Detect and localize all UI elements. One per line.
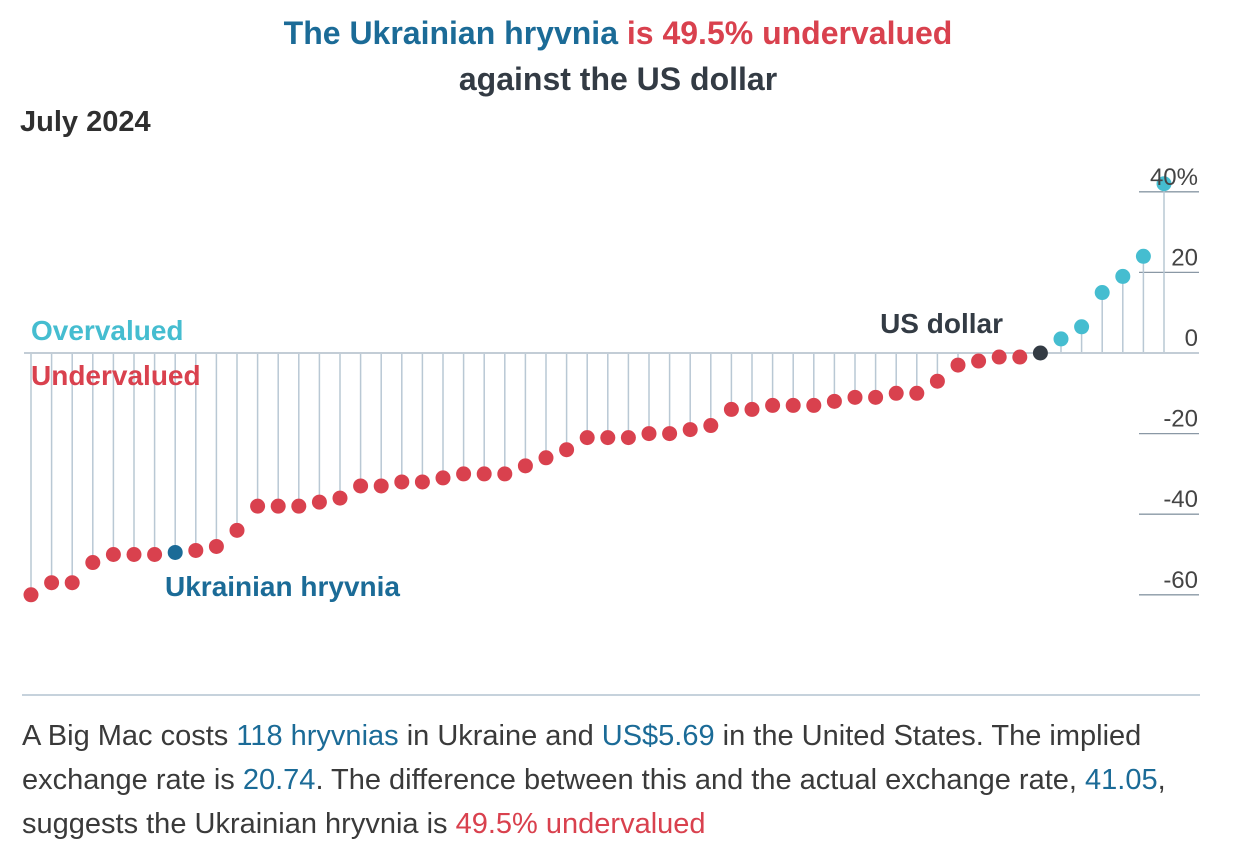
data-point: [538, 450, 554, 466]
data-point: [1115, 268, 1131, 284]
data-point: [64, 575, 80, 591]
data-point: [929, 373, 945, 389]
data-point: [950, 357, 966, 373]
data-point: [332, 490, 348, 506]
caption-valuation: 49.5% undervalued: [455, 808, 706, 840]
caption-local-price: 118 hryvnias: [236, 720, 399, 752]
overvalued-label: Overvalued: [31, 315, 184, 346]
data-point: [476, 466, 492, 482]
caption-seg-2: in Ukraine and: [398, 720, 602, 752]
data-point: [270, 498, 286, 514]
title-currency: The Ukrainian hryvnia: [283, 15, 618, 51]
data-point: [1156, 176, 1172, 192]
y-tick-label: 40%: [1150, 164, 1198, 191]
data-point: [85, 555, 101, 571]
data-point: [826, 393, 842, 409]
data-point: [662, 426, 678, 442]
data-point: [806, 397, 822, 413]
chart-subtitle: July 2024: [20, 106, 151, 138]
y-tick-label: -40: [1163, 486, 1198, 513]
data-point: [1012, 349, 1028, 365]
data-point: [208, 538, 224, 554]
data-point: [1135, 248, 1151, 264]
data-point: [1094, 285, 1110, 301]
y-tick-label: -20: [1163, 406, 1198, 433]
data-point: [847, 389, 863, 405]
y-tick-label: 20: [1171, 244, 1198, 271]
stems: [30, 183, 1165, 595]
undervalued-label: Undervalued: [31, 360, 201, 391]
caption-seg-1: A Big Mac costs: [22, 720, 237, 752]
caption-seg-5: , suggests the Ukrainian hryvnia is: [22, 764, 1166, 840]
data-point: [353, 478, 369, 494]
data-point: [250, 498, 266, 514]
data-point: [167, 544, 183, 560]
data-point: [620, 430, 636, 446]
data-point: [291, 498, 307, 514]
data-point: [909, 385, 925, 401]
lollipop-chart: 40% 20 0 -20 -40 -60 Overvalued Undervalued U…: [23, 164, 1199, 603]
data-point: [23, 587, 39, 603]
data-point: [394, 474, 410, 490]
data-point: [456, 466, 472, 482]
data-point: [1053, 331, 1069, 347]
title-line-2: against the US dollar: [458, 61, 778, 97]
chart-title: The Ukrainian hryvnia is 49.5% undervalu…: [0, 10, 1236, 102]
data-points: [23, 176, 1172, 603]
ukrainian-hryvnia-label: Ukrainian hryvnia: [165, 571, 400, 602]
data-point: [105, 547, 121, 562]
data-point: [744, 401, 760, 417]
data-point: [44, 575, 60, 591]
caption-actual-rate: 41.05: [1085, 764, 1158, 796]
y-tick-label: 0: [1185, 325, 1198, 352]
data-point: [229, 522, 245, 538]
gridlines: [1139, 191, 1199, 596]
y-tick-label: -60: [1163, 567, 1198, 594]
data-point: [311, 494, 327, 510]
data-point: [991, 349, 1007, 365]
data-point: [703, 418, 719, 434]
data-point: [373, 478, 389, 494]
title-line-1: The Ukrainian hryvnia is 49.5% undervalu…: [0, 10, 1236, 56]
caption-us-price: US$5.69: [601, 720, 715, 752]
data-point: [435, 470, 451, 486]
caption-divider: [22, 694, 1200, 696]
data-point: [641, 426, 657, 442]
data-point: [868, 389, 884, 405]
data-point: [1032, 345, 1048, 361]
data-point: [723, 401, 739, 417]
data-point: [517, 458, 533, 474]
data-point: [765, 397, 781, 413]
data-point: [497, 466, 513, 482]
data-point: [126, 547, 142, 562]
caption-text: A Big Mac costs 118 hryvnias in Ukraine …: [22, 714, 1212, 846]
data-point: [559, 442, 575, 458]
caption-implied-rate: 20.74: [242, 764, 316, 796]
caption-seg-3: in the United States. The implied exchan…: [22, 720, 1142, 796]
data-point: [888, 385, 904, 401]
data-point: [600, 430, 616, 446]
us-dollar-label: US dollar: [880, 308, 1003, 339]
title-valuation: is 49.5% undervalued: [626, 15, 953, 51]
y-axis-tick-labels: 40% 20 0 -20 -40 -60: [1150, 164, 1198, 594]
data-point: [147, 547, 163, 562]
data-point: [579, 430, 595, 446]
data-point: [785, 397, 801, 413]
data-point: [682, 422, 698, 438]
data-point: [971, 353, 987, 369]
data-point: [188, 542, 204, 558]
data-point: [414, 474, 430, 490]
data-point: [1074, 319, 1090, 335]
caption-seg-4: . The difference between this and the ac…: [315, 764, 1085, 796]
